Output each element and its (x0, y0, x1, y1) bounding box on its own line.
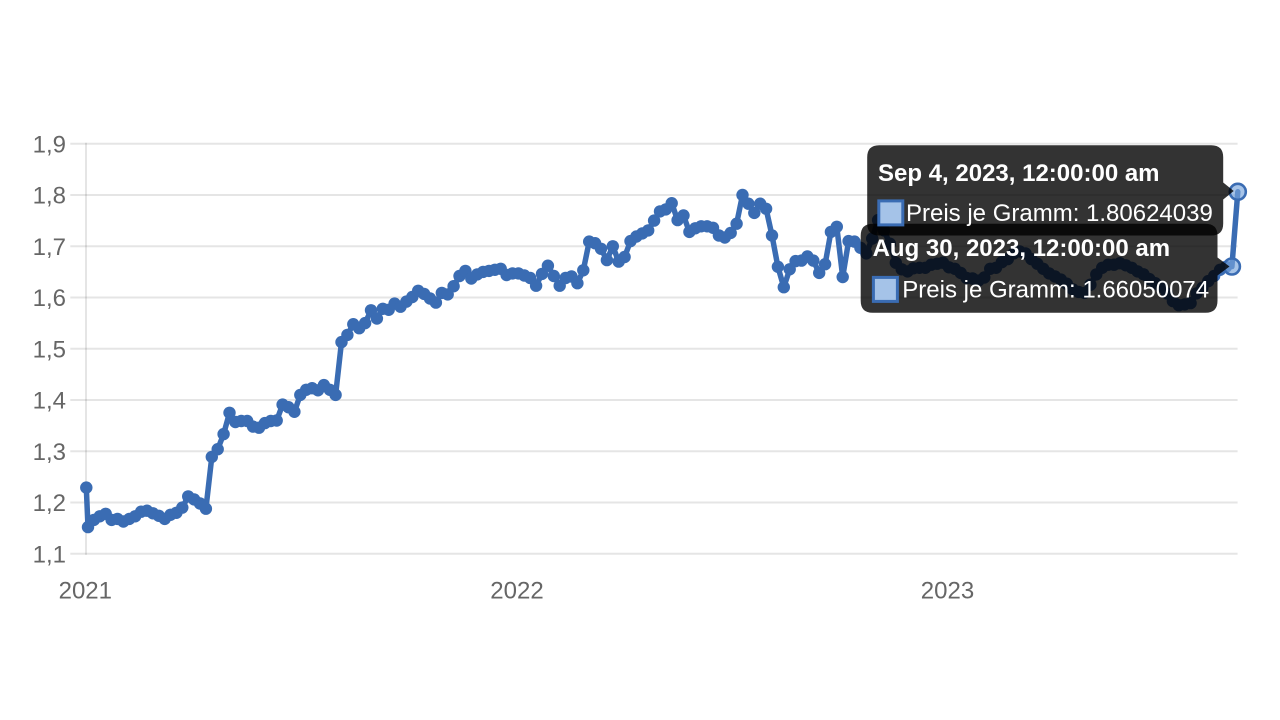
svg-text:1,9: 1,9 (33, 131, 66, 158)
svg-text:2021: 2021 (59, 578, 112, 605)
svg-text:1,6: 1,6 (33, 285, 66, 312)
svg-text:Preis je Gramm: 1.80624039: Preis je Gramm: 1.80624039 (906, 200, 1213, 227)
svg-text:1,2: 1,2 (33, 490, 66, 517)
svg-text:1,4: 1,4 (33, 388, 66, 415)
svg-text:1,5: 1,5 (33, 336, 66, 363)
svg-text:2022: 2022 (490, 578, 543, 605)
svg-text:1,7: 1,7 (33, 234, 66, 261)
svg-text:Sep 4, 2023, 12:00:00 am: Sep 4, 2023, 12:00:00 am (878, 160, 1160, 187)
svg-text:2023: 2023 (921, 578, 974, 605)
svg-text:Aug 30, 2023, 12:00:00 am: Aug 30, 2023, 12:00:00 am (873, 235, 1171, 262)
svg-text:Preis je Gramm: 1.66050074: Preis je Gramm: 1.66050074 (902, 277, 1209, 304)
svg-text:1,3: 1,3 (33, 439, 66, 466)
svg-text:1,8: 1,8 (33, 183, 66, 210)
svg-text:1,1: 1,1 (33, 541, 66, 568)
